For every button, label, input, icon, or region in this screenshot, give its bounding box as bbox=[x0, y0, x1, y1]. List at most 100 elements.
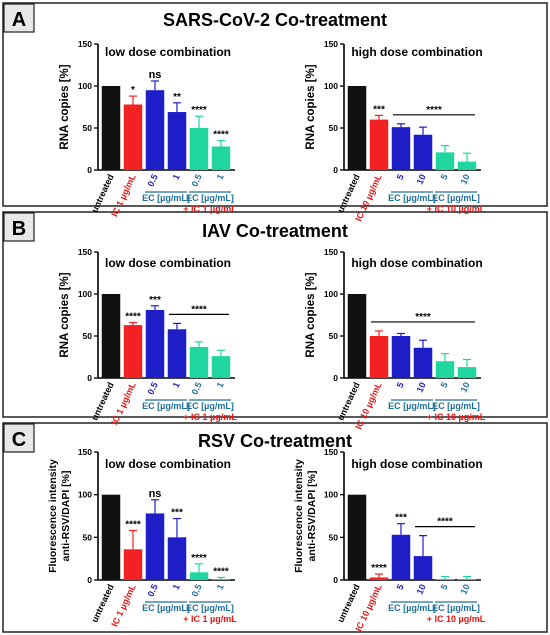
bar bbox=[189, 128, 209, 170]
bar bbox=[413, 134, 433, 170]
bar bbox=[391, 534, 411, 580]
bar bbox=[369, 119, 389, 170]
y-tick-label: 150 bbox=[78, 39, 92, 49]
significance-label: **** bbox=[191, 105, 207, 116]
chart-title: low dose combination bbox=[105, 457, 231, 471]
y-tick-label: 100 bbox=[78, 81, 92, 91]
x-tick-label: 0.5 bbox=[145, 173, 159, 189]
group-label: EC [µg/mL] bbox=[432, 603, 480, 613]
significance-label: **** bbox=[125, 520, 141, 531]
bar bbox=[457, 367, 477, 378]
significance-label: **** bbox=[125, 312, 141, 323]
bar bbox=[435, 152, 455, 170]
group-label: EC [µg/mL] bbox=[142, 193, 190, 203]
significance-label: * bbox=[131, 85, 135, 96]
panel-letter: B bbox=[12, 218, 26, 240]
group-label: EC [µg/mL] bbox=[388, 603, 436, 613]
panel-b: B IAV Co-treatment bbox=[2, 211, 548, 418]
x-tick-label: 5 bbox=[395, 583, 406, 592]
significance-label: *** bbox=[373, 104, 385, 115]
x-tick-label: 0.5 bbox=[145, 583, 159, 599]
bar bbox=[457, 579, 477, 580]
significance-label: ns bbox=[149, 488, 162, 500]
x-tick-label: 0.5 bbox=[145, 381, 159, 397]
bar bbox=[347, 494, 367, 580]
y-axis-label: RNA copies [%] bbox=[59, 64, 71, 149]
bar bbox=[189, 346, 209, 378]
bar bbox=[435, 579, 455, 580]
chart-title: high dose combination bbox=[351, 256, 482, 270]
y-axis-label: Fluorescence intensity bbox=[293, 459, 305, 573]
y-axis-label: RNA copies [%] bbox=[305, 64, 317, 149]
y-tick-label: 150 bbox=[324, 247, 338, 257]
y-tick-label: 0 bbox=[87, 575, 92, 585]
bar bbox=[435, 361, 455, 378]
panel-title: SARS-CoV-2 Co-treatment bbox=[163, 10, 387, 30]
chart-5: high dose combination 0 50 100 150 Fluorescen… bbox=[293, 447, 486, 633]
y-tick-label: 150 bbox=[78, 247, 92, 257]
y-axis-label: anti-RSV/DAPI [%] bbox=[60, 470, 72, 561]
y-tick-label: 0 bbox=[87, 165, 92, 175]
y-tick-label: 50 bbox=[329, 532, 339, 542]
x-tick-label: 1 bbox=[171, 583, 182, 592]
panel-letter: A bbox=[12, 9, 26, 31]
bar bbox=[123, 104, 143, 170]
bar bbox=[347, 294, 367, 378]
y-tick-label: 100 bbox=[78, 490, 92, 500]
y-axis-label: Fluorescence intensity bbox=[47, 459, 59, 573]
y-tick-label: 100 bbox=[324, 81, 338, 91]
x-tick-label: 10 bbox=[459, 583, 472, 596]
x-tick-label: 5 bbox=[439, 381, 450, 390]
x-tick-label: 5 bbox=[395, 173, 406, 182]
significance-label: **** bbox=[415, 312, 431, 323]
group-label: EC [µg/mL] bbox=[388, 193, 436, 203]
panel-letter: C bbox=[12, 429, 26, 451]
x-tick-label: 10 bbox=[415, 381, 428, 394]
significance-label: **** bbox=[191, 553, 207, 564]
group-label: EC [µg/mL] bbox=[142, 603, 190, 613]
x-tick-label: 0.5 bbox=[189, 173, 203, 189]
bar bbox=[145, 309, 165, 378]
group-label: + IC 1 µg/mL bbox=[183, 204, 237, 214]
group-label: EC [µg/mL] bbox=[186, 193, 234, 203]
y-tick-label: 100 bbox=[78, 289, 92, 299]
bar bbox=[211, 356, 231, 378]
significance-label: **** bbox=[213, 130, 229, 141]
x-tick-label: 10 bbox=[459, 381, 472, 394]
bar bbox=[413, 556, 433, 580]
bar bbox=[211, 579, 231, 580]
group-label: EC [µg/mL] bbox=[432, 193, 480, 203]
x-tick-label: 1 bbox=[171, 381, 182, 390]
chart-title: high dose combination bbox=[351, 45, 482, 59]
y-axis-label: RNA copies [%] bbox=[59, 272, 71, 357]
x-tick-label: 1 bbox=[215, 583, 226, 592]
significance-label: **** bbox=[426, 105, 442, 116]
panel-title: IAV Co-treatment bbox=[202, 221, 348, 241]
y-tick-label: 50 bbox=[83, 532, 93, 542]
significance-label: **** bbox=[191, 304, 207, 315]
panel-c: C RSV Co-treatment bbox=[2, 422, 548, 633]
bar bbox=[391, 336, 411, 378]
y-tick-label: 50 bbox=[83, 331, 93, 341]
y-tick-label: 50 bbox=[329, 123, 339, 133]
x-tick-label: 10 bbox=[415, 583, 428, 596]
bar bbox=[101, 294, 121, 378]
group-label: + IC 10 µg/mL bbox=[427, 614, 486, 624]
group-label: EC [µg/mL] bbox=[186, 401, 234, 411]
x-tick-label: 0.5 bbox=[189, 583, 203, 599]
chart-2: low dose combination 0 50 100 150 RNA copies … bbox=[59, 247, 237, 426]
y-tick-label: 50 bbox=[329, 331, 339, 341]
bar bbox=[391, 127, 411, 170]
x-tick-label: 1 bbox=[215, 381, 226, 390]
significance-label: *** bbox=[149, 295, 161, 306]
bar bbox=[457, 161, 477, 170]
group-label: + IC 1 µg/mL bbox=[183, 412, 237, 422]
chart-1: high dose combination 0 50 100 150 RNA copies… bbox=[305, 39, 486, 223]
significance-label: ns bbox=[149, 69, 162, 81]
group-label: EC [µg/mL] bbox=[432, 401, 480, 411]
chart-3: high dose combination 0 50 100 150 RNA copies… bbox=[305, 247, 486, 431]
bar bbox=[369, 336, 389, 378]
chart-title: low dose combination bbox=[105, 256, 231, 270]
